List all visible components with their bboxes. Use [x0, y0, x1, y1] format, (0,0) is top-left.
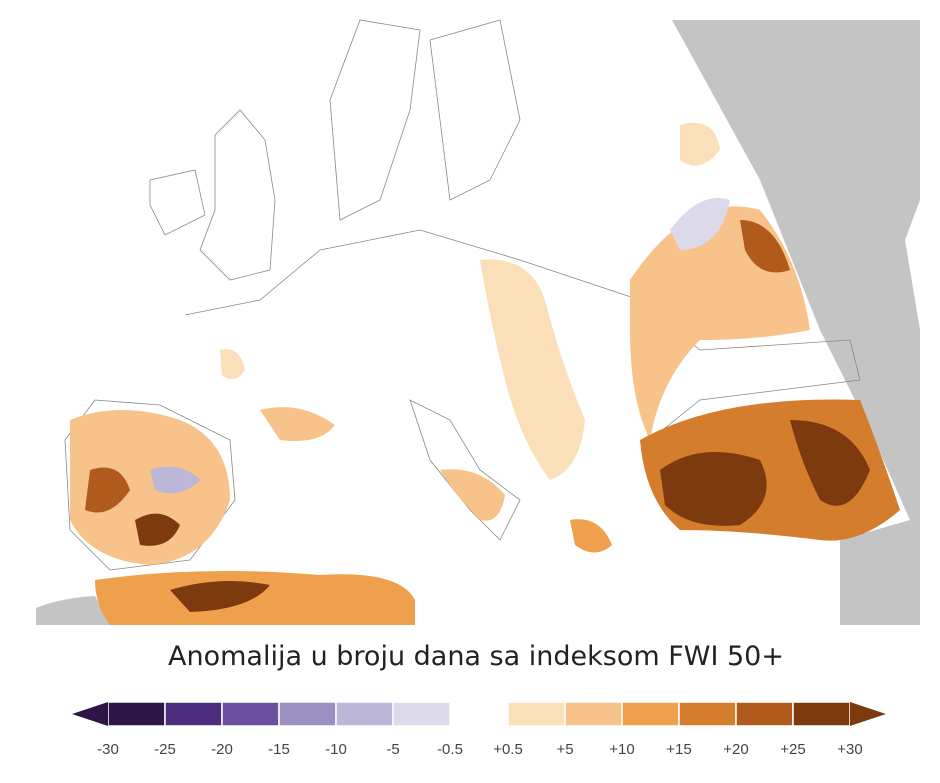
no-data-area: [672, 20, 920, 625]
colorbar-label: +30: [837, 741, 862, 758]
anomaly-region: [95, 571, 415, 625]
colorbar-label: -15: [268, 741, 290, 758]
colorbar-segment: [735, 701, 794, 727]
colorbar-label: +10: [609, 741, 634, 758]
colorbar-segment: [392, 701, 451, 727]
anomaly-region: [740, 220, 790, 273]
anomaly-region: [790, 420, 870, 506]
anomaly-region: [260, 407, 335, 441]
colorbar-segment: [221, 701, 280, 727]
colorbar-label: -20: [211, 741, 233, 758]
colorbar-segment: [678, 701, 737, 727]
colorbar-label: -0.5: [437, 741, 463, 758]
colorbar-label: -25: [154, 741, 176, 758]
colorbar-arrow: [72, 702, 108, 726]
anomaly-region: [680, 122, 720, 166]
colorbar-segment: [507, 701, 566, 727]
colorbar-segment: [792, 701, 851, 727]
colorbar-segment: [278, 701, 337, 727]
anomaly-region: [570, 519, 612, 553]
colorbar-segment: [164, 701, 223, 727]
anomaly-region: [670, 198, 730, 250]
colorbar-arrow: [850, 702, 886, 726]
anomaly-region: [170, 581, 270, 612]
anomaly-region: [135, 513, 180, 546]
anomaly-region: [660, 452, 767, 526]
colorbar-label: -10: [325, 741, 347, 758]
colorbar-label: +25: [780, 741, 805, 758]
anomaly-region: [480, 259, 585, 480]
colorbar-segment: [335, 701, 394, 727]
anomaly-region: [220, 349, 245, 379]
colorbar-label: +15: [666, 741, 691, 758]
colorbar-label: +0.5: [493, 741, 523, 758]
colorbar-label: -5: [386, 741, 399, 758]
no-data-area: [36, 596, 110, 625]
map: [36, 19, 920, 625]
anomaly-region: [70, 410, 230, 565]
colorbar-segment: [564, 701, 623, 727]
colorbar-label: +5: [556, 741, 573, 758]
colorbar-segment: [107, 701, 166, 727]
colorbar-label: +20: [723, 741, 748, 758]
anomaly-region: [85, 467, 130, 513]
colorbar-segment: [621, 701, 680, 727]
colorbar-label: -30: [97, 741, 119, 758]
colorbar: -30 -25 -20 -15 -10 -5 -0.5 +0.5 +5 +10 +15 +20 +25 +…: [72, 701, 886, 758]
anomaly-region: [150, 466, 200, 494]
anomaly-region: [440, 469, 505, 521]
legend-title: Anomalija u broju dana sa indeksom FWI 5…: [168, 641, 784, 672]
